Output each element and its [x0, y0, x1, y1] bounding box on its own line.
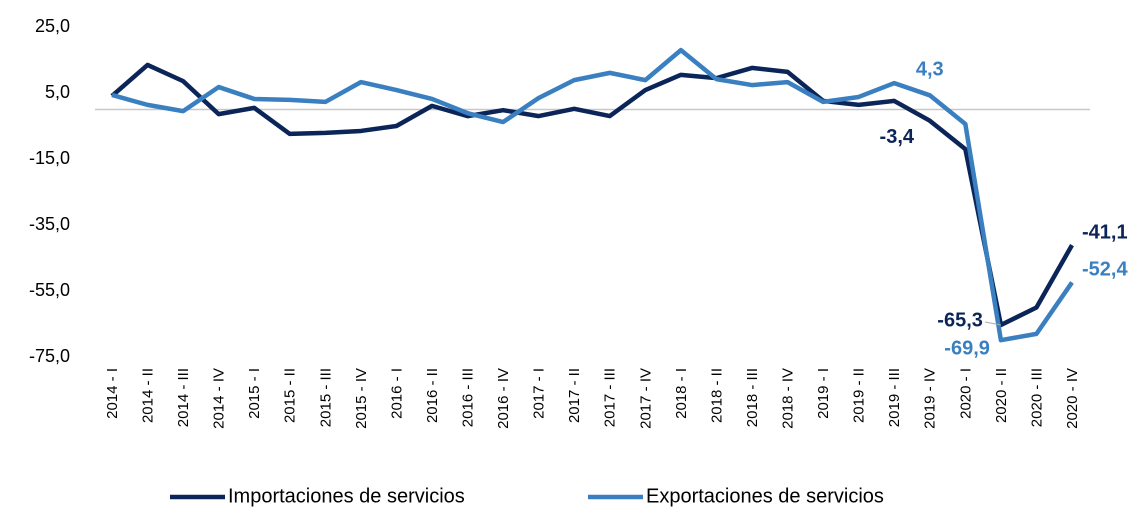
x-tick-label: 2019 - II [851, 368, 868, 423]
x-tick-label: 2014 - III [175, 368, 192, 427]
x-tick-label: 2018 - IV [780, 368, 797, 429]
x-tick-label: 2014 - I [104, 368, 121, 419]
x-tick-label: 2015 - I [246, 368, 263, 419]
x-tick-label: 2016 - III [460, 368, 477, 427]
legend-label: Importaciones de servicios [228, 485, 465, 507]
data-label: -3,4 [880, 126, 915, 148]
data-label: -52,4 [1082, 259, 1128, 281]
x-tick-label: 2020 - IV [1064, 368, 1081, 429]
series-line [110, 62, 1074, 328]
y-tick-label: 5,0 [45, 82, 70, 102]
x-tick-label: 2017 - I [531, 368, 548, 419]
x-tick-label: 2020 - II [993, 368, 1010, 423]
x-tick-label: 2018 - III [744, 368, 761, 427]
x-tick-label: 2014 - IV [211, 368, 228, 429]
y-tick-label: -75,0 [29, 346, 70, 366]
x-tick-label: 2020 - III [1028, 368, 1045, 427]
x-tick-label: 2018 - I [673, 368, 690, 419]
x-tick-label: 2015 - III [317, 368, 334, 427]
data-label: 4,3 [916, 59, 944, 81]
y-tick-label: -55,0 [29, 280, 70, 300]
x-tick-label: 2016 - I [388, 368, 405, 419]
x-tick-label: 2015 - II [282, 368, 299, 423]
y-tick-label: -35,0 [29, 214, 70, 234]
x-tick-label: 2017 - IV [637, 368, 654, 429]
leader-line [984, 321, 1001, 326]
x-tick-label: 2017 - III [602, 368, 619, 427]
data-label: -41,1 [1082, 221, 1128, 243]
data-label: -69,9 [944, 337, 990, 359]
x-tick-label: 2016 - IV [495, 368, 512, 429]
series-line [111, 47, 1074, 343]
y-tick-label: 25,0 [35, 16, 70, 36]
x-tick-label: 2014 - II [140, 368, 157, 423]
x-tick-label: 2020 - I [957, 368, 974, 419]
x-tick-label: 2015 - IV [353, 368, 370, 429]
x-tick-label: 2018 - II [708, 368, 725, 423]
y-tick-label: -15,0 [29, 148, 70, 168]
data-label: -65,3 [937, 309, 983, 331]
x-tick-label: 2017 - II [566, 368, 583, 423]
x-tick-label: 2016 - II [424, 368, 441, 423]
x-tick-label: 2019 - I [815, 368, 832, 419]
x-tick-label: 2019 - III [886, 368, 903, 427]
x-tick-label: 2019 - IV [922, 368, 939, 429]
legend-label: Exportaciones de servicios [646, 485, 884, 507]
